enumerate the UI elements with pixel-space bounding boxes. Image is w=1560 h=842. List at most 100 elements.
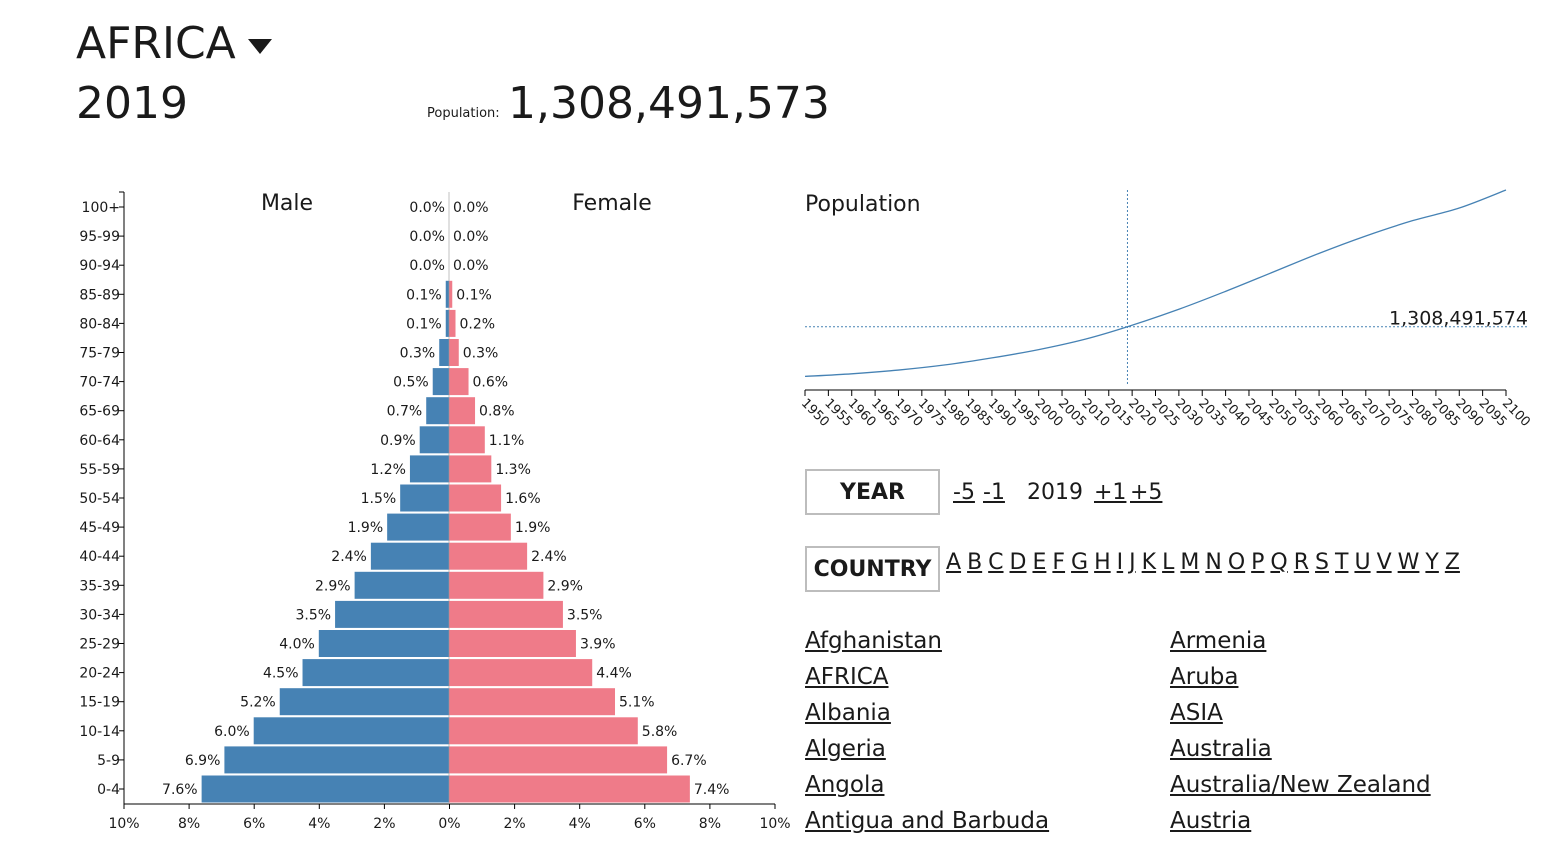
female-bar	[449, 688, 616, 716]
male-value-label: 4.5%	[263, 666, 299, 682]
region-name: AFRICA	[76, 18, 236, 69]
male-value-label: 2.9%	[315, 578, 351, 594]
male-bar	[318, 630, 449, 657]
male-title: Male	[261, 191, 313, 216]
female-bar	[449, 600, 563, 628]
female-value-label: 0.3%	[463, 346, 499, 362]
letter-link-j[interactable]: J	[1129, 550, 1136, 575]
letter-link-h[interactable]: H	[1094, 550, 1111, 575]
letter-link-y[interactable]: Y	[1425, 550, 1439, 575]
year-label-button[interactable]: YEAR	[805, 469, 940, 515]
female-bar	[449, 455, 492, 483]
letter-link-o[interactable]: O	[1227, 550, 1246, 575]
letter-link-w[interactable]: W	[1397, 550, 1420, 575]
female-value-label: 7.4%	[694, 782, 730, 798]
age-group-label: 35-39	[79, 578, 120, 594]
female-value-label: 2.9%	[547, 578, 583, 594]
country-link[interactable]: Algeria	[805, 736, 886, 762]
country-link[interactable]: Albania	[805, 700, 891, 726]
population-pyramid-chart: Male Female 100+ 0.0% 0.0% 95-99 0.0% 0.0% 90-94…	[79, 191, 790, 832]
population-value: 1,308,491,573	[508, 78, 830, 129]
female-bar	[449, 717, 638, 745]
x-tick-label: 8%	[178, 816, 200, 832]
letter-link-a[interactable]: A	[946, 550, 962, 575]
letter-link-z[interactable]: Z	[1444, 550, 1460, 575]
x-tick-label: 6%	[243, 816, 265, 832]
country-link[interactable]: Afghanistan	[805, 628, 942, 654]
x-tick-label: 6%	[634, 816, 656, 832]
female-title: Female	[572, 191, 652, 216]
male-value-label: 6.9%	[185, 753, 221, 769]
female-value-label: 0.2%	[460, 316, 496, 332]
female-bar	[449, 513, 511, 541]
letter-link-t[interactable]: T	[1335, 550, 1349, 575]
letter-link-g[interactable]: G	[1071, 550, 1089, 575]
letter-link-r[interactable]: R	[1293, 550, 1310, 575]
country-label-button[interactable]: COUNTRY	[805, 546, 940, 592]
country-link[interactable]: Austria	[1170, 808, 1252, 834]
year-minus1-link[interactable]: -1	[983, 480, 1005, 505]
x-tick-label: 10%	[108, 816, 139, 832]
letter-link-s[interactable]: S	[1315, 550, 1330, 575]
letter-link-f[interactable]: F	[1052, 550, 1066, 575]
age-group-label: 40-44	[79, 549, 120, 565]
age-group-label: 25-29	[79, 637, 120, 653]
letter-link-i[interactable]: I	[1116, 550, 1124, 575]
letter-link-p[interactable]: P	[1251, 550, 1265, 575]
letter-link-b[interactable]: B	[967, 550, 983, 575]
country-list-column-2: Armenia Aruba ASIA Australia Australia/New Z…	[1170, 628, 1431, 835]
letter-link-v[interactable]: V	[1376, 550, 1392, 575]
age-group-label: 85-89	[79, 287, 120, 303]
country-link[interactable]: Armenia	[1170, 628, 1267, 654]
letter-link-k[interactable]: K	[1141, 550, 1157, 575]
letter-link-l[interactable]: L	[1162, 550, 1175, 575]
country-link[interactable]: Antigua and Barbuda	[805, 808, 1050, 834]
letter-link-e[interactable]: E	[1032, 550, 1047, 575]
female-value-label: 0.0%	[453, 258, 489, 274]
female-value-label: 3.9%	[580, 637, 616, 653]
female-bar	[449, 775, 690, 803]
x-tick-label: 4%	[569, 816, 591, 832]
letter-link-q[interactable]: Q	[1270, 550, 1288, 575]
male-value-label: 0.7%	[387, 404, 423, 420]
male-value-label: 1.2%	[370, 462, 406, 478]
female-value-label: 0.0%	[453, 200, 489, 216]
caret-down-icon[interactable]	[247, 39, 272, 54]
country-link[interactable]: Australia	[1170, 736, 1272, 762]
female-value-label: 2.4%	[531, 549, 567, 565]
year-plus5-link[interactable]: +5	[1130, 480, 1163, 505]
age-group-label: 5-9	[97, 753, 120, 769]
year-minus5-link[interactable]: -5	[953, 480, 975, 505]
region-selector[interactable]: AFRICA	[76, 18, 272, 69]
country-link[interactable]: AFRICA	[805, 664, 889, 690]
male-value-label: 0.9%	[380, 433, 416, 449]
age-group-label: 70-74	[79, 375, 120, 391]
female-bar	[449, 339, 459, 366]
male-value-label: 1.9%	[348, 520, 384, 536]
letter-link-d[interactable]: D	[1009, 550, 1027, 575]
letter-link-u[interactable]: U	[1354, 550, 1371, 575]
male-value-label: 0.0%	[409, 258, 445, 274]
male-bar	[426, 397, 449, 425]
country-link[interactable]: Australia/New Zealand	[1170, 772, 1431, 798]
country-link[interactable]: Angola	[805, 772, 885, 798]
female-value-label: 0.1%	[456, 287, 492, 303]
age-group-label: 95-99	[79, 229, 120, 245]
letter-link-m[interactable]: M	[1180, 550, 1200, 575]
female-value-label: 1.3%	[495, 462, 531, 478]
male-bar	[387, 513, 449, 541]
male-bar	[445, 280, 449, 308]
female-value-label: 4.4%	[596, 666, 632, 682]
male-value-label: 2.4%	[331, 549, 367, 565]
age-group-label: 30-34	[79, 607, 120, 623]
country-link[interactable]: ASIA	[1170, 700, 1223, 726]
male-bar	[335, 600, 449, 628]
letter-link-c[interactable]: C	[988, 550, 1004, 575]
letter-link-n[interactable]: N	[1205, 550, 1222, 575]
year-plus1-link[interactable]: +1	[1094, 480, 1127, 505]
x-tick-label: 10%	[759, 816, 790, 832]
female-value-label: 0.8%	[479, 404, 515, 420]
country-link[interactable]: Aruba	[1170, 664, 1239, 690]
female-value-label: 5.1%	[619, 695, 655, 711]
